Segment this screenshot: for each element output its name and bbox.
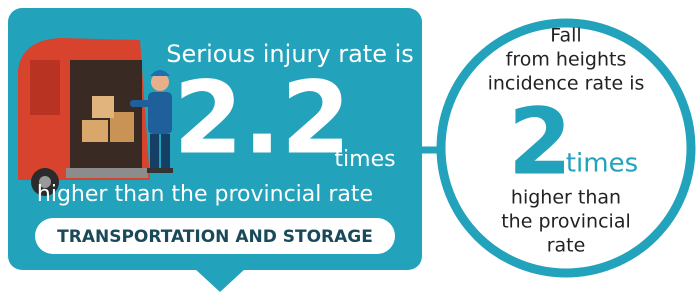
- unit: times: [334, 147, 395, 172]
- infographic: Serious injury rate is 2.2 times higher …: [0, 0, 699, 298]
- heading-line: Fall: [550, 25, 581, 47]
- comparison-line: the provincial: [501, 211, 631, 233]
- comparison-line: higher than: [511, 187, 621, 209]
- leg: [161, 134, 170, 170]
- figure: 2: [508, 88, 572, 195]
- torso: [148, 92, 172, 134]
- van-bumper: [66, 168, 148, 178]
- comparison: higher than the provincial rate: [37, 182, 373, 207]
- van-door: [30, 60, 60, 115]
- box: [82, 120, 108, 142]
- panel-pointer: [194, 268, 246, 292]
- leg: [150, 134, 159, 170]
- shoes: [147, 168, 173, 173]
- sector-label: TRANSPORTATION AND STORAGE: [57, 227, 373, 247]
- van-illustration: [18, 38, 150, 196]
- arm: [130, 100, 152, 107]
- unit: times: [566, 149, 638, 179]
- heading-line: from heights: [506, 49, 627, 71]
- figure: 2.2: [173, 59, 350, 176]
- box: [92, 96, 114, 118]
- page: Serious injury rate is 2.2 times higher …: [0, 0, 699, 298]
- comparison-line: rate: [547, 235, 586, 257]
